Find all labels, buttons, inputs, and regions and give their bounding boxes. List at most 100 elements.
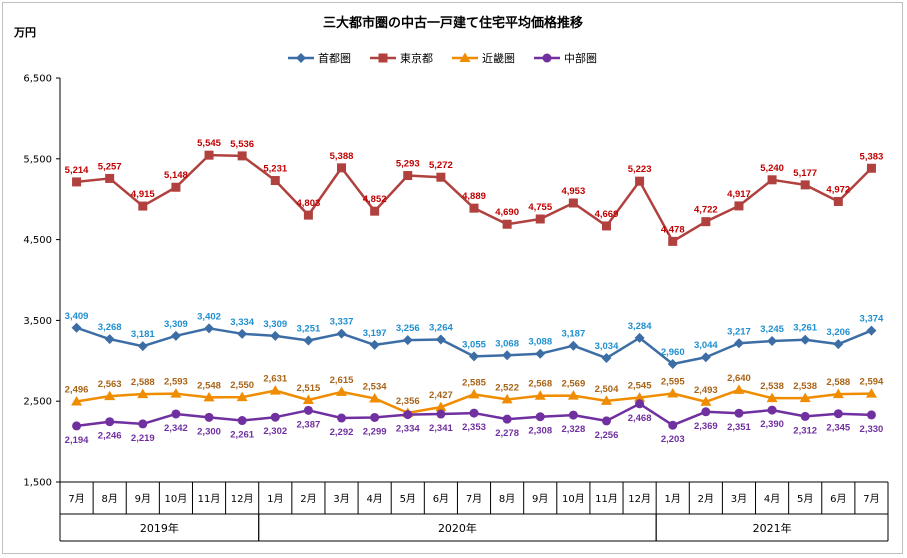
data-point-marker	[170, 388, 182, 398]
data-point-marker	[767, 175, 777, 185]
data-point-marker	[336, 328, 347, 339]
data-point-marker	[369, 392, 381, 403]
data-point-marker	[72, 177, 82, 187]
data-label: 2,345	[826, 423, 850, 434]
data-point-marker	[800, 411, 810, 421]
data-point-marker	[833, 339, 844, 350]
x-tick-label: 7月	[863, 493, 879, 505]
x-tick-label: 4月	[764, 493, 780, 505]
data-label: 2,545	[628, 381, 652, 392]
x-tick-label: 6月	[830, 493, 846, 505]
data-point-marker	[403, 410, 413, 420]
data-label: 5,240	[760, 163, 784, 174]
data-label: 2,538	[793, 381, 817, 392]
data-label: 3,402	[197, 311, 221, 322]
data-label: 2,351	[727, 422, 751, 433]
x-tick-label: 9月	[135, 493, 151, 505]
data-point-marker	[203, 391, 215, 402]
data-label: 2,568	[528, 379, 552, 390]
data-label: 2,569	[561, 379, 585, 390]
data-label: 4,690	[495, 207, 519, 218]
data-point-marker	[535, 348, 546, 359]
data-label: 3,068	[495, 338, 519, 349]
data-label: 5,148	[164, 170, 188, 181]
x-tick-label: 7月	[68, 493, 84, 505]
data-label: 2,493	[694, 385, 718, 396]
data-label: 2,369	[694, 421, 718, 432]
data-point-marker	[336, 386, 348, 396]
data-label: 5,231	[263, 164, 287, 175]
series-lines	[71, 150, 877, 431]
data-point-marker	[733, 384, 745, 394]
data-point-marker	[833, 409, 843, 419]
x-tick-label: 10月	[165, 493, 188, 505]
data-point-marker	[435, 401, 447, 412]
data-point-marker	[105, 417, 115, 427]
data-label: 2,468	[628, 413, 652, 424]
chart-title: 三大都市圏の中古一戸建て住宅平均価格推移	[323, 15, 583, 31]
data-point-marker	[568, 340, 579, 351]
data-point-marker	[734, 408, 744, 418]
data-point-marker	[502, 219, 512, 229]
data-label: 2,341	[429, 423, 453, 434]
x-tick-label: 2月	[300, 493, 316, 505]
data-point-marker	[601, 353, 612, 364]
data-point-marker	[535, 412, 545, 422]
data-label: 4,722	[694, 205, 718, 216]
data-label: 3,181	[131, 329, 155, 340]
legend-marker	[296, 53, 306, 63]
data-label: 2,353	[462, 422, 486, 433]
data-point-marker	[501, 393, 513, 404]
data-point-marker	[701, 217, 711, 227]
data-point-marker	[303, 210, 313, 220]
data-point-marker	[204, 150, 214, 160]
data-label: 4,915	[131, 189, 155, 200]
data-label: 2,550	[230, 380, 254, 391]
data-label: 2,299	[363, 426, 387, 437]
data-point-marker	[170, 330, 181, 341]
year-label: 2019年	[140, 521, 179, 535]
legend-marker	[459, 52, 471, 62]
axes: 1,500 2,500 3,500 4,500 5,500 6,500 7月 8月 9月 10月 1…	[23, 74, 889, 542]
data-point-marker	[800, 180, 810, 190]
x-tick-label: 11月	[595, 493, 618, 505]
x-tick-label: 2月	[698, 493, 714, 505]
data-point-marker	[601, 416, 611, 426]
data-label: 2,563	[98, 379, 122, 390]
data-point-marker	[600, 395, 612, 405]
x-tick-label: 9月	[532, 493, 548, 505]
data-label: 3,334	[230, 317, 254, 328]
data-point-marker	[767, 336, 778, 347]
data-point-marker	[302, 394, 314, 404]
x-tick-label: 10月	[562, 493, 585, 505]
data-label: 2,302	[263, 426, 287, 437]
data-label: 3,206	[826, 327, 850, 338]
data-point-marker	[71, 396, 83, 406]
data-point-marker	[833, 196, 843, 206]
y-tick-label: 3,500	[23, 316, 52, 327]
data-point-marker	[866, 163, 876, 173]
data-point-marker	[303, 335, 314, 346]
data-point-marker	[766, 392, 778, 403]
data-point-marker	[502, 350, 513, 361]
data-label: 3,256	[396, 323, 420, 334]
data-label: 4,803	[297, 198, 321, 209]
legend-label: 近畿圏	[482, 51, 515, 65]
data-label: 3,251	[297, 324, 321, 335]
data-label: 2,246	[98, 431, 122, 442]
data-point-marker	[270, 176, 280, 186]
data-point-marker	[568, 198, 578, 208]
x-tick-label: 5月	[400, 493, 416, 505]
data-label: 3,261	[793, 323, 817, 334]
data-point-marker	[865, 388, 877, 398]
data-label: 3,268	[98, 322, 122, 333]
data-point-marker	[469, 408, 479, 418]
data-label: 5,388	[330, 151, 354, 162]
legend: 首都圏 東京都 近畿圏 中部圏	[288, 51, 597, 65]
data-point-marker	[700, 396, 712, 406]
data-label: 2,219	[131, 433, 155, 444]
data-point-marker	[601, 221, 611, 231]
y-tick-label: 4,500	[23, 235, 52, 246]
data-label: 4,755	[528, 202, 552, 213]
